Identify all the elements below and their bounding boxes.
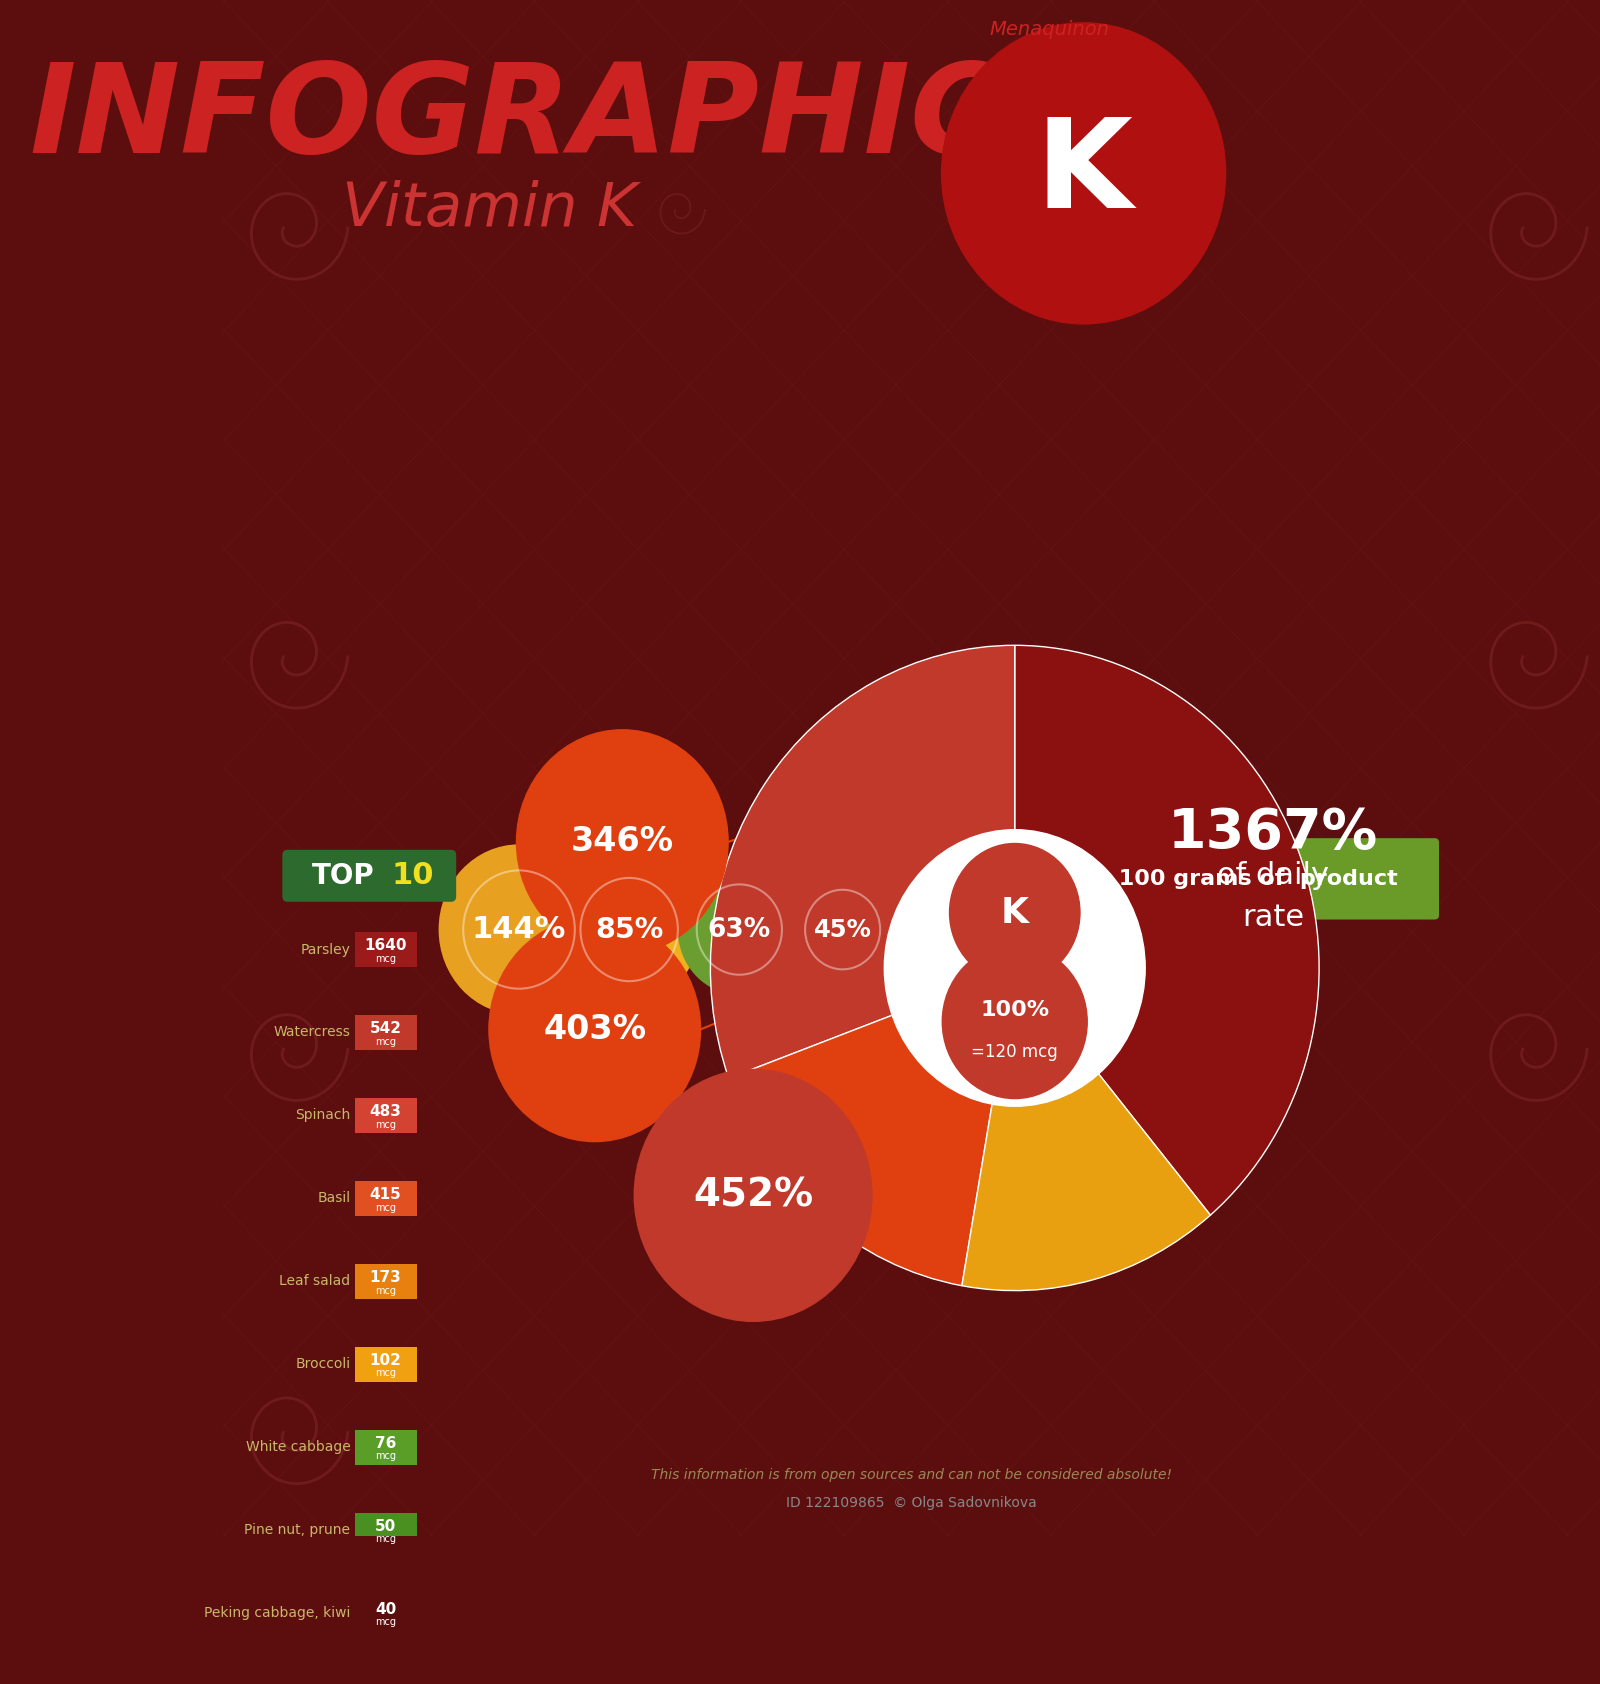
Circle shape bbox=[891, 879, 987, 980]
Text: Spinach: Spinach bbox=[294, 1108, 350, 1123]
Text: White cabbage: White cabbage bbox=[245, 1440, 350, 1455]
FancyBboxPatch shape bbox=[355, 1015, 416, 1049]
Text: 144%: 144% bbox=[472, 914, 566, 945]
Text: mcg: mcg bbox=[374, 1202, 397, 1212]
Text: mcg: mcg bbox=[374, 1617, 397, 1627]
Circle shape bbox=[634, 1069, 872, 1322]
Text: K: K bbox=[1035, 113, 1133, 234]
Text: 415: 415 bbox=[370, 1187, 402, 1202]
Wedge shape bbox=[1014, 645, 1318, 1216]
Circle shape bbox=[440, 845, 598, 1014]
FancyBboxPatch shape bbox=[355, 1098, 416, 1133]
Text: 1640: 1640 bbox=[365, 938, 406, 953]
FancyBboxPatch shape bbox=[355, 1512, 416, 1548]
Text: rate: rate bbox=[1242, 903, 1304, 931]
Text: Vitamin K: Vitamin K bbox=[342, 180, 637, 239]
Text: Basil: Basil bbox=[317, 1191, 350, 1206]
Text: Parsley: Parsley bbox=[301, 943, 350, 957]
Circle shape bbox=[949, 844, 1080, 982]
Text: ID 122109865  © Olga Sadovnikova: ID 122109865 © Olga Sadovnikova bbox=[786, 1495, 1037, 1509]
FancyBboxPatch shape bbox=[355, 1265, 416, 1298]
Text: 452%: 452% bbox=[693, 1177, 813, 1214]
Wedge shape bbox=[962, 968, 1210, 1290]
Text: mcg: mcg bbox=[374, 1369, 397, 1379]
Text: mcg: mcg bbox=[374, 1120, 397, 1130]
Text: Watercress: Watercress bbox=[274, 1026, 350, 1039]
Text: 403%: 403% bbox=[544, 1012, 646, 1046]
Text: 85%: 85% bbox=[595, 916, 664, 943]
Text: Leaf salad: Leaf salad bbox=[278, 1275, 350, 1288]
Text: Peking cabbage, kiwi: Peking cabbage, kiwi bbox=[203, 1607, 350, 1620]
Circle shape bbox=[942, 945, 1088, 1098]
Text: TOP: TOP bbox=[312, 862, 374, 889]
FancyBboxPatch shape bbox=[355, 1596, 416, 1630]
Text: 28%: 28% bbox=[912, 919, 966, 940]
Text: mcg: mcg bbox=[374, 1037, 397, 1047]
FancyBboxPatch shape bbox=[355, 1347, 416, 1381]
Circle shape bbox=[490, 918, 701, 1142]
Text: mcg: mcg bbox=[374, 1534, 397, 1544]
FancyBboxPatch shape bbox=[355, 1430, 416, 1465]
Circle shape bbox=[560, 855, 699, 1004]
Text: Pine nut, prune: Pine nut, prune bbox=[245, 1524, 350, 1537]
Text: 1367%: 1367% bbox=[1168, 805, 1378, 861]
Text: of daily: of daily bbox=[1218, 861, 1330, 891]
Text: 16%: 16% bbox=[1005, 919, 1053, 940]
Text: 173: 173 bbox=[370, 1270, 402, 1285]
Circle shape bbox=[678, 866, 800, 994]
FancyBboxPatch shape bbox=[282, 850, 456, 901]
Text: 40: 40 bbox=[374, 1601, 397, 1617]
Text: 10: 10 bbox=[390, 861, 434, 891]
Text: In 100 grams of  product: In 100 grams of product bbox=[1086, 869, 1397, 889]
FancyBboxPatch shape bbox=[1045, 839, 1438, 919]
Circle shape bbox=[789, 872, 896, 987]
Text: =120 mcg: =120 mcg bbox=[971, 1044, 1058, 1061]
FancyBboxPatch shape bbox=[355, 1180, 416, 1216]
Text: 45%: 45% bbox=[814, 918, 872, 941]
Text: K: K bbox=[1000, 896, 1029, 930]
Circle shape bbox=[987, 886, 1070, 973]
Text: 50: 50 bbox=[374, 1519, 397, 1534]
Polygon shape bbox=[1075, 914, 1109, 950]
Circle shape bbox=[517, 729, 728, 955]
Text: Broccoli: Broccoli bbox=[294, 1357, 350, 1371]
Wedge shape bbox=[710, 645, 1014, 1078]
Text: This information is from open sources and can not be considered absolute!: This information is from open sources an… bbox=[651, 1468, 1173, 1482]
Text: 102: 102 bbox=[370, 1354, 402, 1367]
Text: 483: 483 bbox=[370, 1105, 402, 1120]
Text: mcg: mcg bbox=[374, 1285, 397, 1295]
Text: INFOGRAPHIC: INFOGRAPHIC bbox=[29, 59, 1002, 179]
Wedge shape bbox=[728, 968, 1014, 1285]
Circle shape bbox=[941, 24, 1226, 323]
FancyBboxPatch shape bbox=[355, 933, 416, 967]
FancyBboxPatch shape bbox=[355, 1679, 416, 1684]
Circle shape bbox=[885, 830, 1146, 1106]
Text: mcg: mcg bbox=[374, 1452, 397, 1462]
Text: 76: 76 bbox=[374, 1436, 397, 1452]
Text: 100%: 100% bbox=[981, 1000, 1050, 1021]
Text: mcg: mcg bbox=[374, 953, 397, 963]
Text: Menaquinon: Menaquinon bbox=[989, 20, 1109, 39]
Text: 346%: 346% bbox=[571, 825, 674, 859]
Text: 63%: 63% bbox=[707, 916, 771, 943]
Text: 542: 542 bbox=[370, 1021, 402, 1036]
